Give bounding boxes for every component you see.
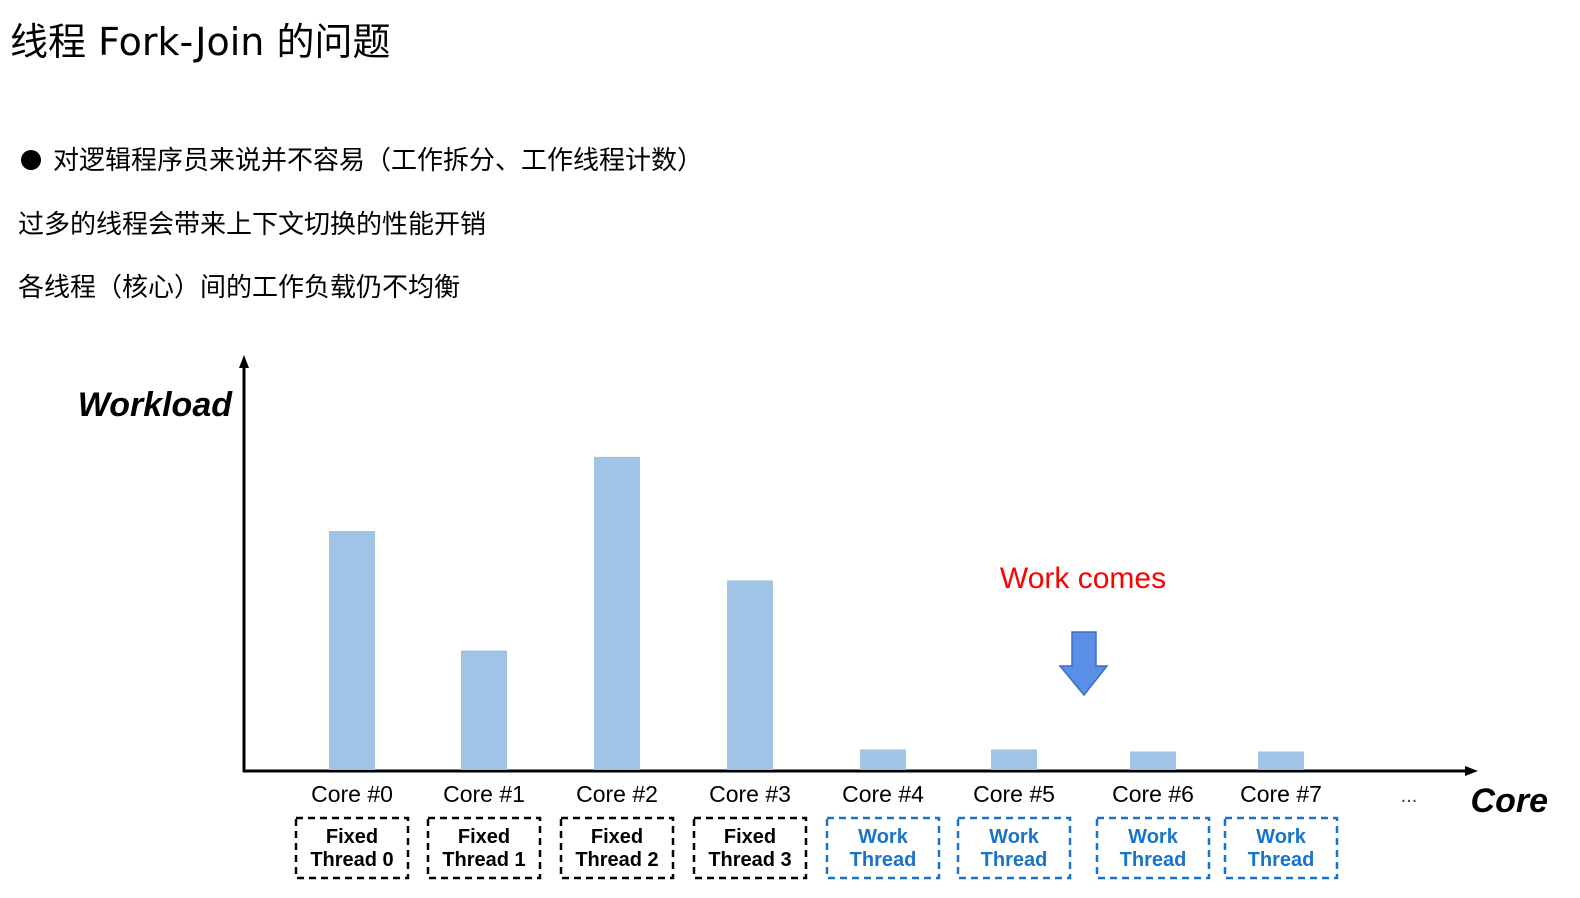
- thread-label-line2: Thread 0: [310, 849, 393, 871]
- thread-label-line1: Work: [1256, 826, 1307, 848]
- thread-label-line1: Fixed: [326, 826, 378, 848]
- bullet-item: 对逻辑程序员来说并不容易（工作拆分、工作线程计数）: [18, 143, 703, 179]
- thread-label-line2: Thread: [981, 849, 1048, 871]
- work-thread-box: [1095, 816, 1211, 880]
- core-label: Core #3: [709, 781, 791, 807]
- y-axis-arrow-icon: [239, 355, 249, 368]
- workload-bar: [329, 531, 375, 770]
- core-label: Core #4: [842, 781, 924, 807]
- thread-label-line2: Thread 3: [708, 849, 791, 871]
- thread-label-line2: Thread: [1120, 849, 1187, 871]
- workload-bar: [461, 650, 507, 770]
- workload-bar: [727, 580, 773, 770]
- thread-label-line1: Work: [1128, 826, 1179, 848]
- workload-bar: [594, 456, 640, 770]
- bullet-dot-icon: [21, 150, 41, 170]
- thread-label-line1: Work: [989, 826, 1040, 848]
- work-thread-box: [956, 816, 1072, 880]
- y-axis-label: Workload: [78, 386, 234, 424]
- workload-bar: [991, 749, 1037, 770]
- fixed-thread-box: [692, 816, 808, 880]
- work-thread-box: [825, 816, 941, 880]
- workload-bar: [1258, 751, 1304, 770]
- thread-label-line2: Thread: [850, 849, 917, 871]
- thread-label-line1: Fixed: [458, 826, 510, 848]
- down-arrow-icon: [1058, 631, 1109, 697]
- x-axis-arrow-icon: [1465, 766, 1478, 776]
- ellipsis: ...: [1401, 785, 1418, 807]
- slide-title: 线程 Fork-Join 的问题: [10, 20, 391, 64]
- thread-label-line2: Thread 2: [575, 849, 658, 871]
- fixed-thread-box: [559, 816, 675, 880]
- core-label: Core #7: [1240, 781, 1322, 807]
- work-thread-box: [1223, 816, 1339, 880]
- thread-label-line1: Fixed: [724, 826, 776, 848]
- thread-label-line1: Work: [858, 826, 909, 848]
- fixed-thread-box: [426, 816, 542, 880]
- core-label: Core #6: [1112, 781, 1194, 807]
- core-label: Core #1: [443, 781, 525, 807]
- thread-label-line2: Thread 1: [442, 849, 525, 871]
- bullet-item: 各线程（核心）间的工作负载仍不均衡: [18, 273, 461, 303]
- bullet-text: 对逻辑程序员来说并不容易（工作拆分、工作线程计数）: [53, 146, 704, 176]
- fixed-thread-box: [294, 816, 410, 880]
- thread-label-line2: Thread: [1248, 849, 1315, 871]
- workload-bar: [860, 749, 906, 770]
- work-comes-annotation: Work comes: [1000, 562, 1166, 595]
- core-label: Core #5: [973, 781, 1055, 807]
- x-axis-label: Core: [1471, 782, 1548, 820]
- workload-bar: [1130, 751, 1176, 770]
- thread-label-line1: Fixed: [591, 826, 643, 848]
- core-label: Core #0: [311, 781, 393, 807]
- bullet-item: 过多的线程会带来上下文切换的性能开销: [18, 210, 487, 240]
- core-label: Core #2: [576, 781, 658, 807]
